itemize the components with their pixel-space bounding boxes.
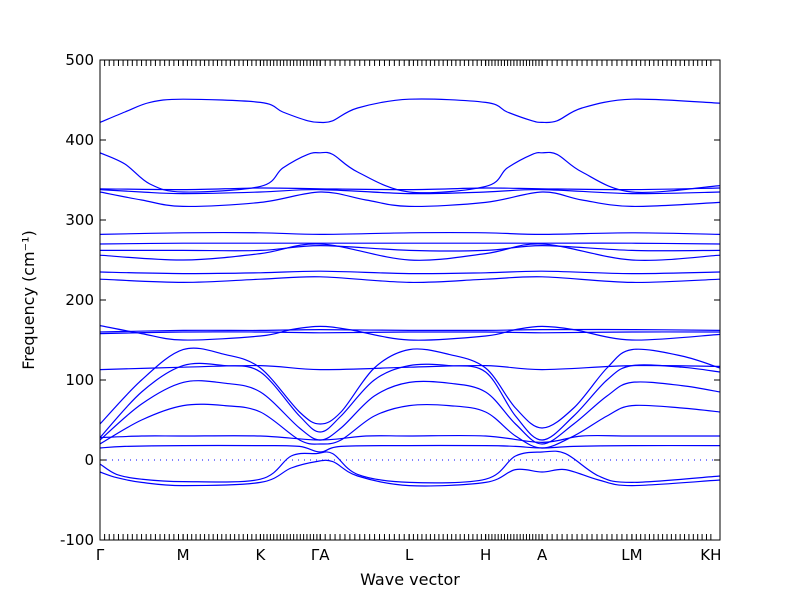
x-tick-label: ΓA <box>311 546 330 564</box>
x-tick-label: L <box>405 546 414 564</box>
band-line-22 <box>100 151 720 194</box>
band-line-9 <box>100 364 720 371</box>
y-tick-label: -100 <box>60 531 94 549</box>
plot-frame <box>99 59 721 541</box>
y-tick-label: 100 <box>65 371 94 389</box>
band-line-18 <box>100 231 720 236</box>
band-line-20 <box>100 188 720 195</box>
y-tick-label: 0 <box>84 451 94 469</box>
y-tick-label: 300 <box>65 211 94 229</box>
x-tick-label: Γ <box>96 546 105 564</box>
x-tick-label: H <box>480 546 491 564</box>
band-line-12 <box>100 325 720 341</box>
band-line-23 <box>100 98 720 124</box>
x-tick-label: K <box>255 546 266 564</box>
band-line-11 <box>100 328 720 333</box>
y-tick-label: 400 <box>65 131 94 149</box>
plot-area <box>99 59 721 541</box>
band-line-19 <box>100 191 720 208</box>
y-axis-label: Frequency (cm⁻¹) <box>19 230 38 369</box>
band-line-6 <box>100 380 720 445</box>
x-axis: Γ M K ΓA L H A LM KH <box>96 60 721 564</box>
band-line-16 <box>100 244 720 252</box>
band-line-7 <box>100 362 720 441</box>
band-line-21 <box>100 187 720 191</box>
x-axis-label: Wave vector <box>360 570 460 589</box>
band-line-8 <box>100 347 720 429</box>
y-axis: -100 0 100 200 300 400 500 <box>60 51 720 549</box>
x-tick-label: A <box>537 546 548 564</box>
band-line-5 <box>100 403 720 449</box>
x-tick-label: LM <box>621 546 642 564</box>
band-line-4 <box>100 434 720 444</box>
band-line-3 <box>100 444 720 453</box>
band-line-10 <box>100 331 720 335</box>
band-line-17 <box>100 242 720 245</box>
x-tick-label: KH <box>700 546 721 564</box>
band-line-2 <box>100 450 720 484</box>
band-line-15 <box>100 243 720 261</box>
band-line-14 <box>100 270 720 275</box>
band-line-13 <box>100 276 720 284</box>
y-tick-label: 200 <box>65 291 94 309</box>
x-tick-label: M <box>177 546 190 564</box>
band-line-1 <box>100 459 720 487</box>
y-tick-label: 500 <box>65 51 94 69</box>
